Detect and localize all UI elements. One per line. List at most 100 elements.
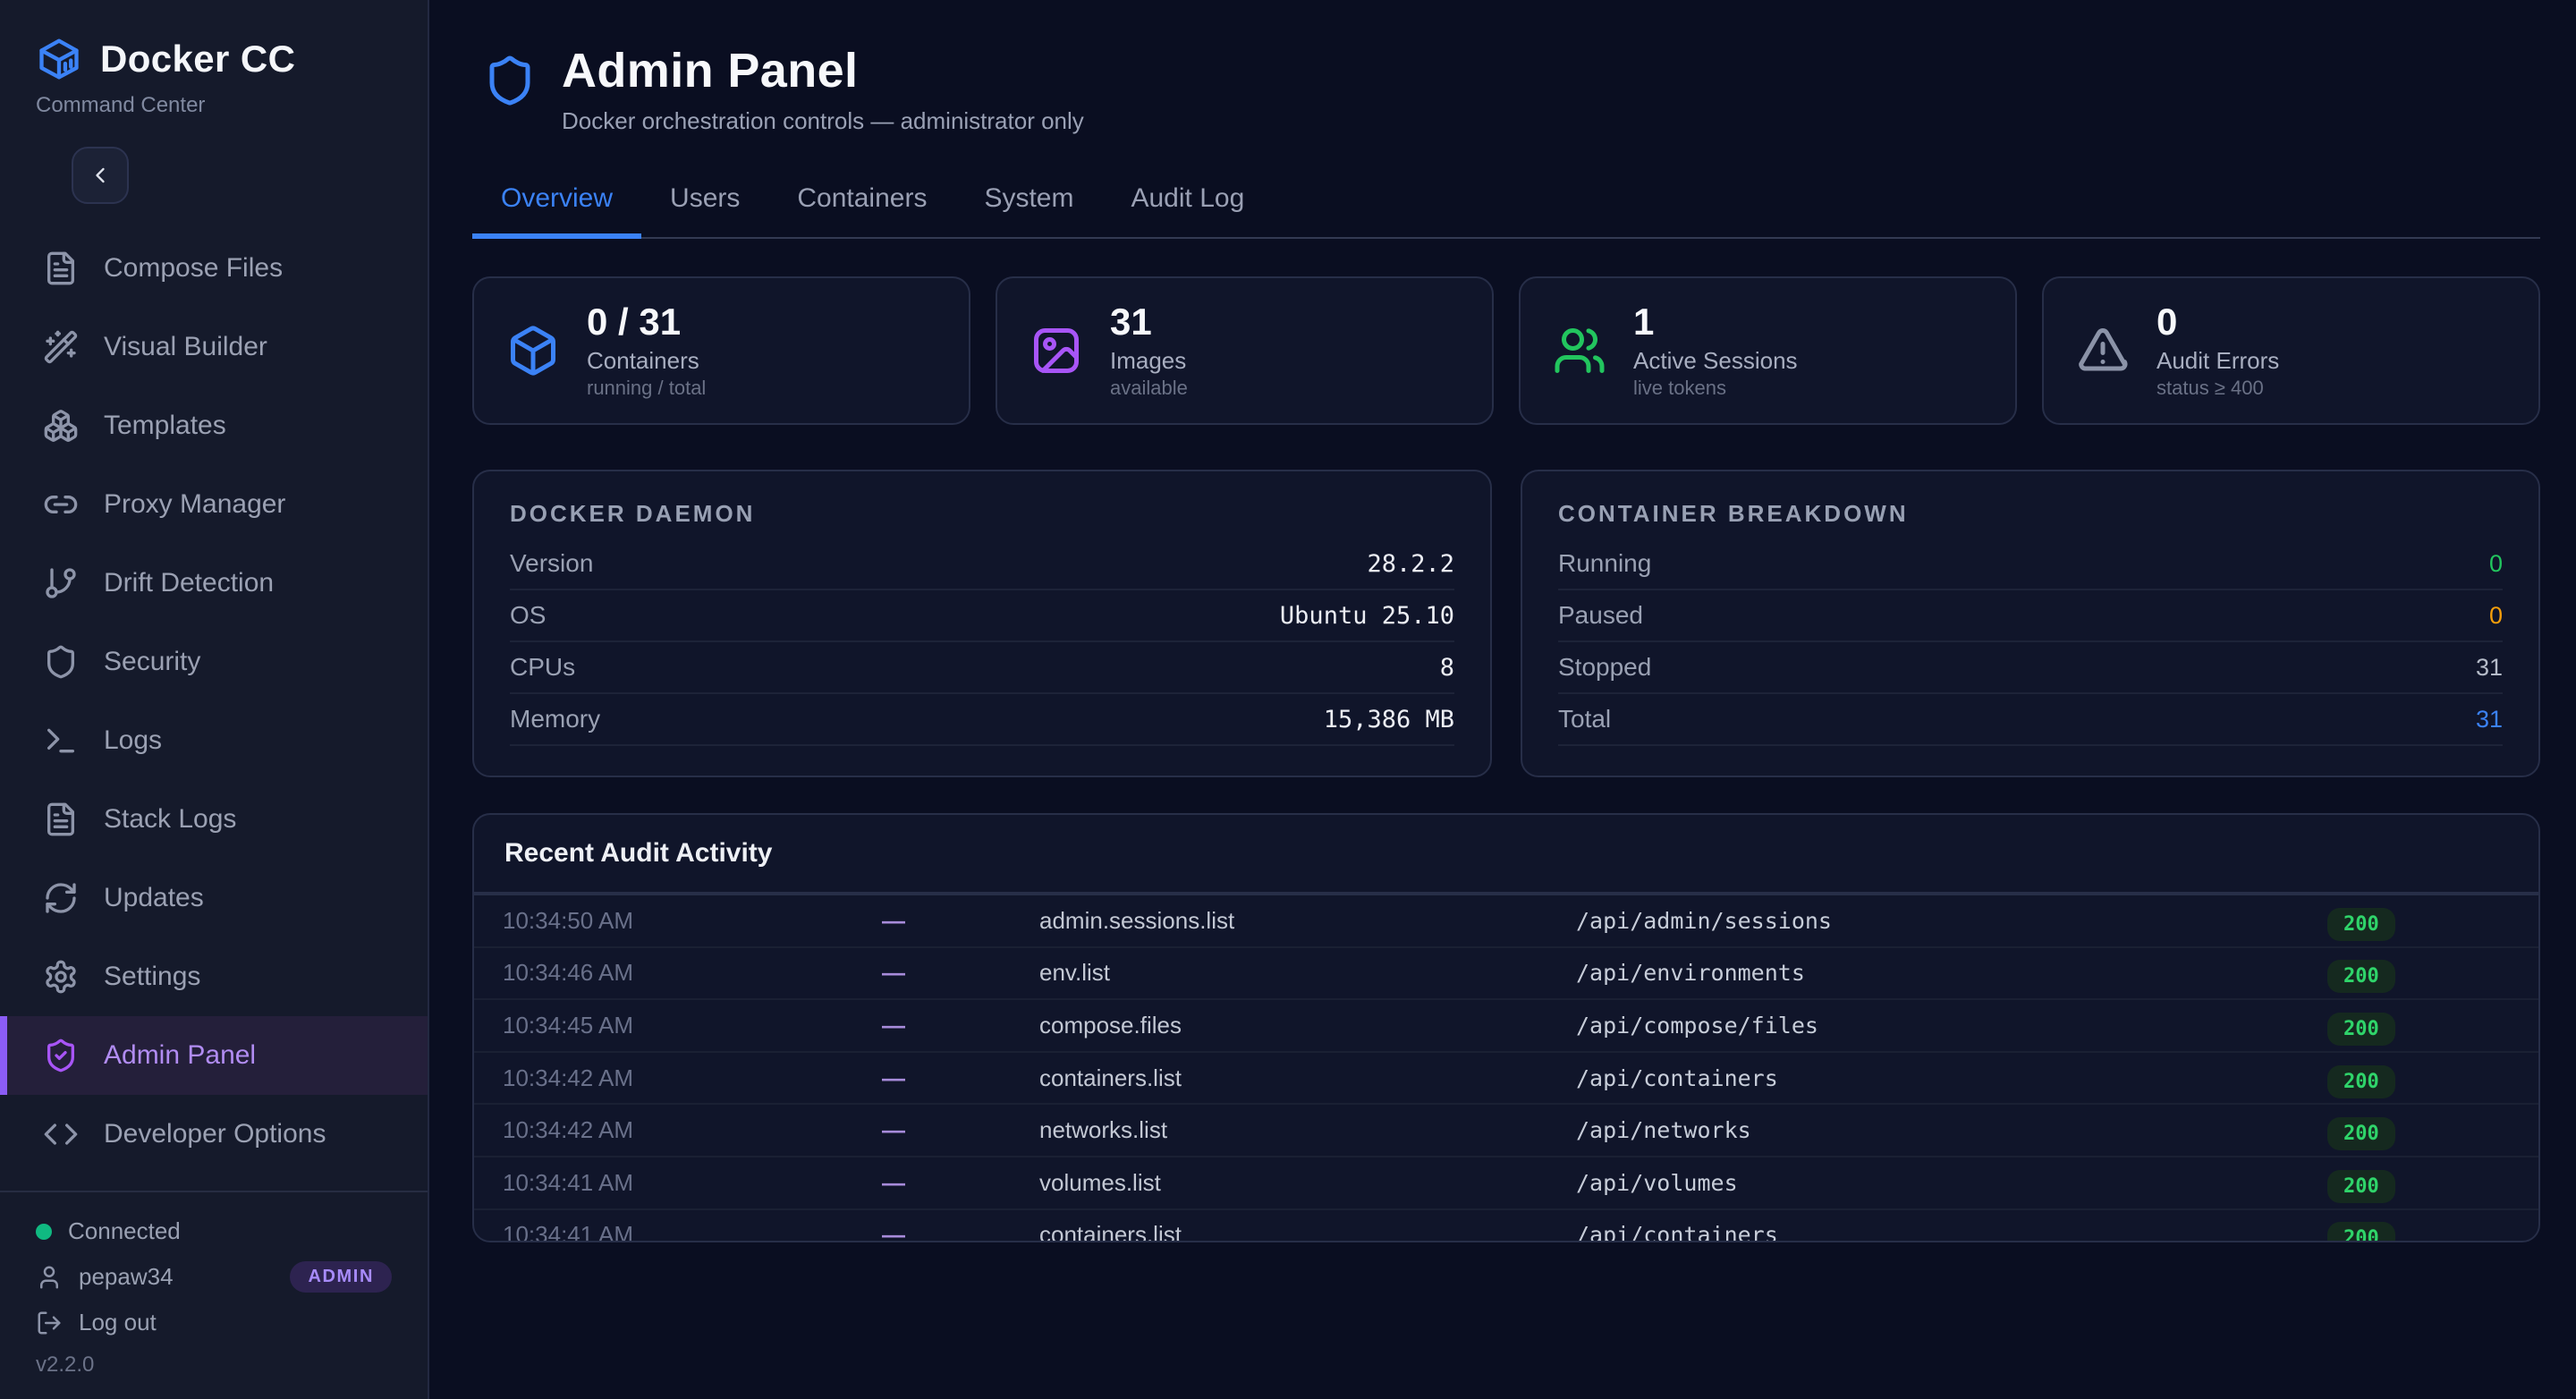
stat-value: 1: [1633, 301, 1655, 343]
recent-audit-activity-card: Recent Audit Activity 10:34:50 AM — admi…: [472, 813, 2540, 1242]
connection-status: Connected: [36, 1217, 392, 1245]
status-badge: 200: [2327, 1114, 2395, 1151]
sidebar-item-label: Settings: [104, 962, 201, 991]
sidebar-item-proxy-manager[interactable]: Proxy Manager: [0, 465, 428, 544]
sidebar: Docker CC Command Center Compose Files V…: [0, 0, 429, 1399]
terminal-icon: [43, 723, 79, 759]
sidebar-item-logs[interactable]: Logs: [0, 701, 428, 780]
stat-value: 31: [1110, 301, 1152, 343]
link-icon: [43, 487, 79, 522]
panel-title: CONTAINER BREAKDOWN: [1558, 500, 1909, 527]
sidebar-item-compose-files[interactable]: Compose Files: [0, 229, 428, 308]
stat-sublabel: available: [1110, 376, 1188, 399]
app-title: Docker CC: [100, 38, 296, 80]
sidebar-item-updates[interactable]: Updates: [0, 859, 428, 937]
audit-table: 10:34:50 AM — admin.sessions.list /api/a…: [474, 895, 2538, 1241]
shield-icon: [43, 644, 79, 680]
status-badge: 200: [2327, 1166, 2395, 1203]
app-version: v2.2.0: [36, 1352, 95, 1377]
daemon-row-os: OS Ubuntu 25.10: [510, 590, 1454, 642]
stat-card-containers: 0 / 31 Containers running / total: [472, 276, 970, 425]
user-icon: [36, 1264, 63, 1291]
file-text-icon: [43, 250, 79, 286]
sidebar-item-security[interactable]: Security: [0, 623, 428, 701]
sidebar-footer: Connected pepaw34 ADMIN Log out v2.2.0: [0, 1191, 428, 1399]
stat-sublabel: status ≥ 400: [2157, 376, 2264, 399]
breakdown-row-running: Running 0: [1558, 538, 2503, 590]
brand: Docker CC Command Center: [0, 0, 428, 204]
logout-label: Log out: [79, 1309, 157, 1335]
sidebar-item-label: Compose Files: [104, 253, 284, 283]
sidebar-item-settings[interactable]: Settings: [0, 937, 428, 1016]
breakdown-row-stopped: Stopped 31: [1558, 642, 2503, 694]
username: pepaw34: [79, 1263, 174, 1290]
sidebar-item-label: Logs: [104, 725, 163, 755]
tab-audit-log[interactable]: Audit Log: [1131, 183, 1245, 213]
info-panels: DOCKER DAEMON Version 28.2.2 OS Ubuntu 2…: [472, 470, 2540, 777]
refresh-icon: [43, 880, 79, 916]
status-badge: 200: [2327, 904, 2395, 941]
stat-label: Audit Errors: [2157, 346, 2280, 374]
table-row: 10:34:41 AM — containers.list /api/conta…: [474, 1210, 2538, 1241]
sidebar-item-developer-options[interactable]: Developer Options: [0, 1095, 428, 1174]
panel-title: DOCKER DAEMON: [510, 500, 756, 527]
table-row: 10:34:45 AM — compose.files /api/compose…: [474, 1000, 2538, 1053]
chevron-left-icon: [88, 163, 113, 188]
stat-label: Images: [1110, 346, 1187, 374]
audit-title: Recent Audit Activity: [474, 815, 2538, 895]
table-row: 10:34:41 AM — volumes.list /api/volumes …: [474, 1157, 2538, 1210]
sidebar-collapse-button[interactable]: [72, 147, 129, 204]
container-breakdown-panel: CONTAINER BREAKDOWN Running 0 Paused 0 S…: [1521, 470, 2540, 777]
daemon-row-version: Version 28.2.2: [510, 538, 1454, 590]
tab-bar: Overview Users Containers System Audit L…: [472, 167, 2540, 239]
wand-icon: [43, 329, 79, 365]
table-row: 10:34:42 AM — networks.list /api/network…: [474, 1105, 2538, 1157]
sidebar-item-visual-builder[interactable]: Visual Builder: [0, 308, 428, 386]
stat-cards: 0 / 31 Containers running / total 31 Ima…: [472, 276, 2540, 425]
stat-sublabel: live tokens: [1633, 376, 1726, 399]
sidebar-item-label: Admin Panel: [104, 1040, 257, 1070]
tab-overview[interactable]: Overview: [472, 167, 642, 239]
logout-button[interactable]: Log out: [36, 1309, 392, 1336]
sidebar-item-stack-logs[interactable]: Stack Logs: [0, 780, 428, 859]
sidebar-item-templates[interactable]: Templates: [0, 386, 428, 465]
sidebar-item-label: Security: [104, 647, 201, 676]
breakdown-row-paused: Paused 0: [1558, 590, 2503, 642]
logout-icon: [36, 1310, 63, 1336]
warning-triangle-icon: [2076, 324, 2130, 377]
stat-label: Containers: [587, 346, 699, 374]
sidebar-item-drift-detection[interactable]: Drift Detection: [0, 544, 428, 623]
connection-label: Connected: [68, 1217, 181, 1244]
tab-containers[interactable]: Containers: [797, 183, 928, 213]
main-content: Admin Panel Docker orchestration control…: [429, 0, 2576, 1399]
file-text-icon: [43, 801, 79, 837]
gear-icon: [43, 959, 79, 995]
sidebar-item-label: Drift Detection: [104, 568, 275, 598]
stat-value: 0 / 31: [587, 301, 682, 343]
sidebar-item-label: Proxy Manager: [104, 489, 286, 519]
users-icon: [1553, 324, 1606, 377]
admin-role-badge: ADMIN: [290, 1261, 392, 1293]
image-icon: [1030, 324, 1083, 377]
stat-card-images: 31 Images available: [996, 276, 1494, 425]
tab-system[interactable]: System: [984, 183, 1074, 213]
docker-cc-logo-icon: [36, 36, 82, 82]
status-badge: 200: [2327, 956, 2395, 994]
sidebar-item-label: Templates: [104, 411, 226, 440]
box-icon: [506, 324, 560, 377]
status-badge: 200: [2327, 1062, 2395, 1098]
code-icon: [43, 1116, 79, 1152]
boxes-icon: [43, 408, 79, 444]
daemon-row-cpus: CPUs 8: [510, 642, 1454, 694]
sidebar-item-label: Updates: [104, 883, 204, 912]
sidebar-item-label: Visual Builder: [104, 332, 267, 361]
git-branch-icon: [43, 565, 79, 601]
daemon-row-memory: Memory 15,386 MB: [510, 694, 1454, 746]
sidebar-item-admin-panel[interactable]: Admin Panel: [0, 1016, 428, 1095]
table-row: 10:34:50 AM — admin.sessions.list /api/a…: [474, 895, 2538, 948]
table-row: 10:34:42 AM — containers.list /api/conta…: [474, 1053, 2538, 1106]
sidebar-item-label: Stack Logs: [104, 804, 237, 834]
shield-check-icon: [43, 1038, 79, 1073]
page-title: Admin Panel: [562, 44, 859, 98]
tab-users[interactable]: Users: [670, 183, 741, 213]
